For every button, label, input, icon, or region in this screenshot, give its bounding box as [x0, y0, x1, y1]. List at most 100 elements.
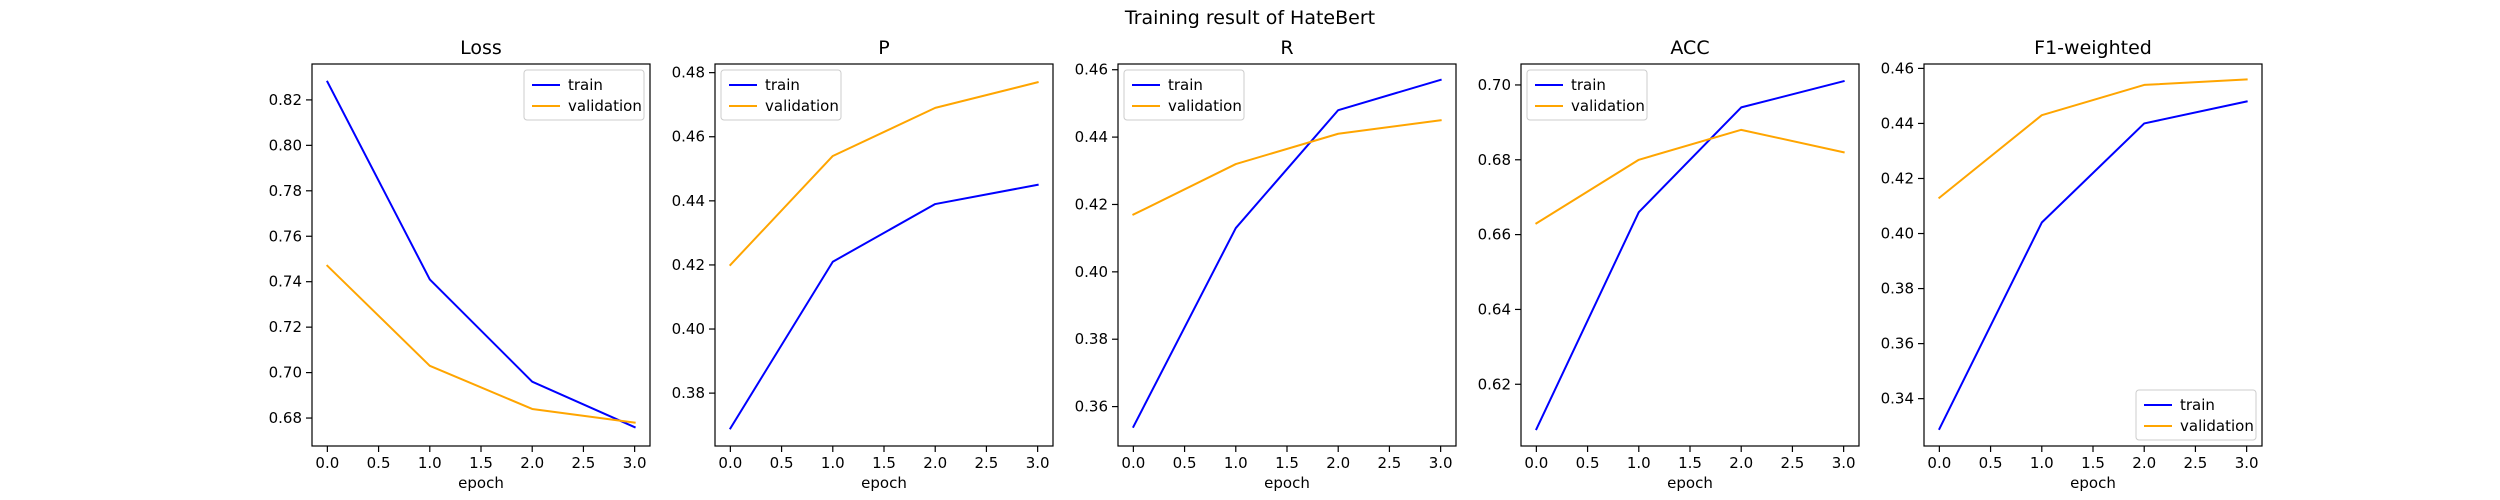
x-tick-label: 0.0 — [718, 454, 742, 472]
y-tick-label: 0.70 — [269, 364, 302, 382]
legend-label-train: train — [2180, 396, 2215, 414]
panel-title-p: P — [878, 37, 889, 59]
x-tick-label: 0.0 — [1927, 454, 1951, 472]
plot-frame — [311, 63, 651, 447]
series-line-validation — [1534, 128, 1845, 225]
x-tick-label: 1.0 — [418, 454, 442, 472]
x-tick-label: 2.5 — [1780, 454, 1804, 472]
series-line-train — [1535, 79, 1845, 431]
y-tick-label: 0.62 — [1478, 375, 1511, 393]
series-line-train — [728, 183, 1039, 430]
y-tick-label: 0.38 — [672, 384, 705, 402]
x-tick-label: 2.5 — [1377, 454, 1401, 472]
x-axis-label: epoch — [1667, 474, 1713, 492]
legend: train validation — [523, 69, 645, 121]
legend: train validation — [1526, 69, 1648, 121]
y-tick-label: 0.44 — [1881, 114, 1914, 132]
x-tick-label: 0.5 — [367, 454, 391, 472]
x-tick-label: 1.5 — [1275, 454, 1299, 472]
x-tick-label: 0.0 — [1121, 454, 1145, 472]
y-tick-label: 0.42 — [1881, 169, 1914, 187]
x-axis-label: epoch — [458, 474, 504, 492]
legend-label-train: train — [568, 76, 603, 94]
panel-title-r: R — [1280, 37, 1293, 59]
x-tick-label: 1.0 — [1627, 454, 1651, 472]
y-tick-label: 0.44 — [672, 192, 705, 210]
x-tick-label: 2.0 — [1326, 454, 1350, 472]
y-tick-label: 0.36 — [1075, 398, 1108, 416]
x-tick-label: 2.0 — [1729, 454, 1753, 472]
y-tick-label: 0.40 — [1075, 263, 1108, 281]
y-tick-label: 0.68 — [1478, 151, 1511, 169]
y-tick-label: 0.38 — [1075, 330, 1108, 348]
x-tick-label: 3.0 — [2235, 454, 2259, 472]
y-tick-label: 0.46 — [672, 128, 705, 146]
x-tick-label: 1.0 — [821, 454, 845, 472]
x-tick-label: 2.5 — [2183, 454, 2207, 472]
y-tick-label: 0.34 — [1881, 390, 1914, 408]
series-line-validation — [325, 264, 636, 424]
y-tick-label: 0.48 — [672, 64, 705, 82]
x-tick-label: 2.5 — [974, 454, 998, 472]
legend-label-validation: validation — [1571, 97, 1645, 115]
x-tick-label: 1.5 — [1678, 454, 1702, 472]
legend-label-validation: validation — [1168, 97, 1242, 115]
x-axis-label: epoch — [2070, 474, 2116, 492]
x-tick-label: 3.0 — [1832, 454, 1856, 472]
chart-panels: Loss 0.0 0.5 1.0 1.5 2.0 2.5 3.0 0.68 0.70 0.72 0.7… — [269, 37, 2263, 492]
plot-frame — [1923, 63, 2263, 447]
panel-p: P 0.0 0.5 1.0 1.5 2.0 2.5 3.0 0.38 0.40 0.42 0.44 0.… — [672, 37, 1054, 492]
y-tick-label: 0.42 — [672, 256, 705, 274]
legend-box — [720, 69, 842, 121]
y-tick-label: 0.74 — [269, 273, 302, 291]
x-tick-label: 2.0 — [2132, 454, 2156, 472]
series-line-train — [1938, 100, 2248, 431]
x-tick-label: 1.5 — [872, 454, 896, 472]
legend: train validation — [720, 69, 842, 121]
legend-label-train: train — [765, 76, 800, 94]
x-tick-label: 2.5 — [571, 454, 595, 472]
x-tick-label: 0.0 — [315, 454, 339, 472]
x-axis-label: epoch — [1264, 474, 1310, 492]
x-tick-label: 0.5 — [1979, 454, 2003, 472]
x-tick-label: 0.5 — [770, 454, 794, 472]
y-tick-label: 0.82 — [269, 91, 302, 109]
y-tick-label: 0.78 — [269, 182, 302, 200]
legend-label-validation: validation — [765, 97, 839, 115]
y-tick-label: 0.40 — [1881, 225, 1914, 243]
legend-box — [1123, 69, 1245, 121]
x-tick-label: 2.0 — [923, 454, 947, 472]
y-tick-label: 0.46 — [1075, 61, 1108, 79]
figure-suptitle: Training result of HateBert — [1124, 7, 1375, 29]
panel-acc: ACC 0.0 0.5 1.0 1.5 2.0 2.5 3.0 0.62 0.64 0.66 0.68… — [1478, 37, 1860, 492]
x-tick-label: 1.0 — [2030, 454, 2054, 472]
legend-label-train: train — [1571, 76, 1606, 94]
legend: train validation — [1123, 69, 1245, 121]
panel-loss: Loss 0.0 0.5 1.0 1.5 2.0 2.5 3.0 0.68 0.70 0.72 0.7… — [269, 37, 651, 492]
panel-r: R 0.0 0.5 1.0 1.5 2.0 2.5 3.0 0.36 0.38 0.40 0.42 0.… — [1075, 37, 1457, 492]
x-tick-label: 3.0 — [1026, 454, 1050, 472]
x-tick-label: 3.0 — [623, 454, 647, 472]
legend: train validation — [2135, 389, 2257, 441]
y-tick-label: 0.46 — [1881, 59, 1914, 77]
y-tick-label: 0.80 — [269, 136, 302, 154]
y-tick-label: 0.72 — [269, 318, 302, 336]
legend-box — [523, 69, 645, 121]
panel-title-f1-weighted: F1-weighted — [2034, 37, 2152, 59]
y-tick-label: 0.68 — [269, 409, 302, 427]
x-tick-label: 0.0 — [1524, 454, 1548, 472]
plot-frame — [1520, 63, 1860, 447]
series-line-train — [1132, 78, 1442, 429]
x-tick-label: 1.0 — [1224, 454, 1248, 472]
y-tick-label: 0.66 — [1478, 226, 1511, 244]
panel-title-acc: ACC — [1670, 37, 1709, 59]
y-tick-label: 0.44 — [1075, 128, 1108, 146]
x-tick-label: 0.5 — [1173, 454, 1197, 472]
x-tick-label: 2.0 — [520, 454, 544, 472]
series-line-validation — [728, 81, 1039, 267]
y-tick-label: 0.76 — [269, 227, 302, 245]
legend-label-validation: validation — [2180, 417, 2254, 435]
y-tick-label: 0.70 — [1478, 76, 1511, 94]
panel-title-loss: Loss — [460, 37, 502, 59]
y-tick-label: 0.64 — [1478, 300, 1511, 318]
